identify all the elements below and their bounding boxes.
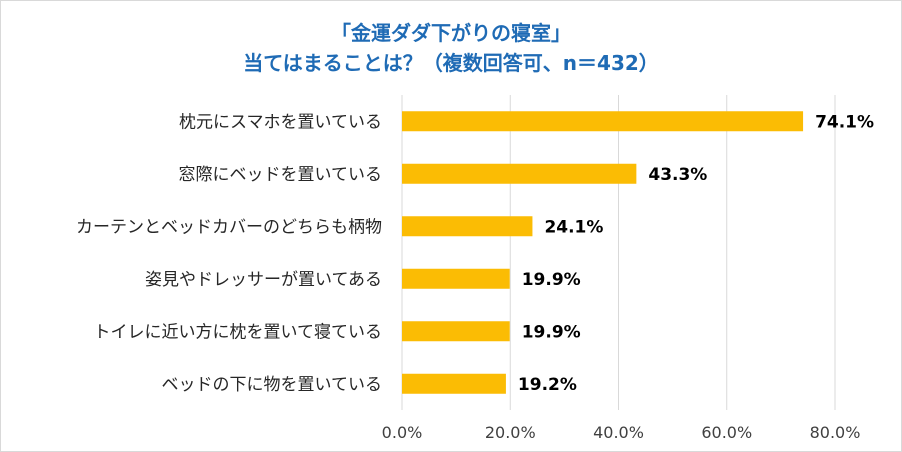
chart-title: 「金運ダダ下がりの寝室」 当てはまることは？（複数回答可、n＝432） xyxy=(0,18,902,78)
x-tick-label: 40.0% xyxy=(593,423,644,442)
category-label: 枕元にスマホを置いている xyxy=(179,112,382,132)
bar xyxy=(402,216,533,237)
x-tick-label: 80.0% xyxy=(810,423,861,442)
category-label: トイレに近い方に枕を置いて寝ている xyxy=(94,321,383,342)
x-tick-label: 0.0% xyxy=(382,423,423,442)
value-label: 19.9% xyxy=(522,270,581,290)
value-label: 19.9% xyxy=(522,322,581,342)
bar xyxy=(402,111,804,132)
value-label: 74.1% xyxy=(815,112,874,132)
category-label: ベッドの下に物を置いている xyxy=(162,375,383,395)
chart-title-line1: 「金運ダダ下がりの寝室」 xyxy=(331,21,571,45)
bar xyxy=(402,163,637,184)
bar xyxy=(402,321,510,342)
chart-title-line2: 当てはまることは？（複数回答可、n＝432） xyxy=(243,51,659,75)
value-label: 43.3% xyxy=(648,165,707,185)
category-label: 姿見やドレッサーが置いてある xyxy=(145,270,382,290)
x-tick-label: 60.0% xyxy=(701,423,752,442)
category-label: 窓際にベッドを置いている xyxy=(179,165,383,185)
x-tick-label: 20.0% xyxy=(485,423,536,442)
bar xyxy=(402,373,506,394)
bar xyxy=(402,268,510,289)
value-label: 24.1% xyxy=(544,217,603,237)
value-label: 19.2% xyxy=(518,375,577,395)
category-label: カーテンとベッドカバーのどちらも柄物 xyxy=(76,217,382,237)
